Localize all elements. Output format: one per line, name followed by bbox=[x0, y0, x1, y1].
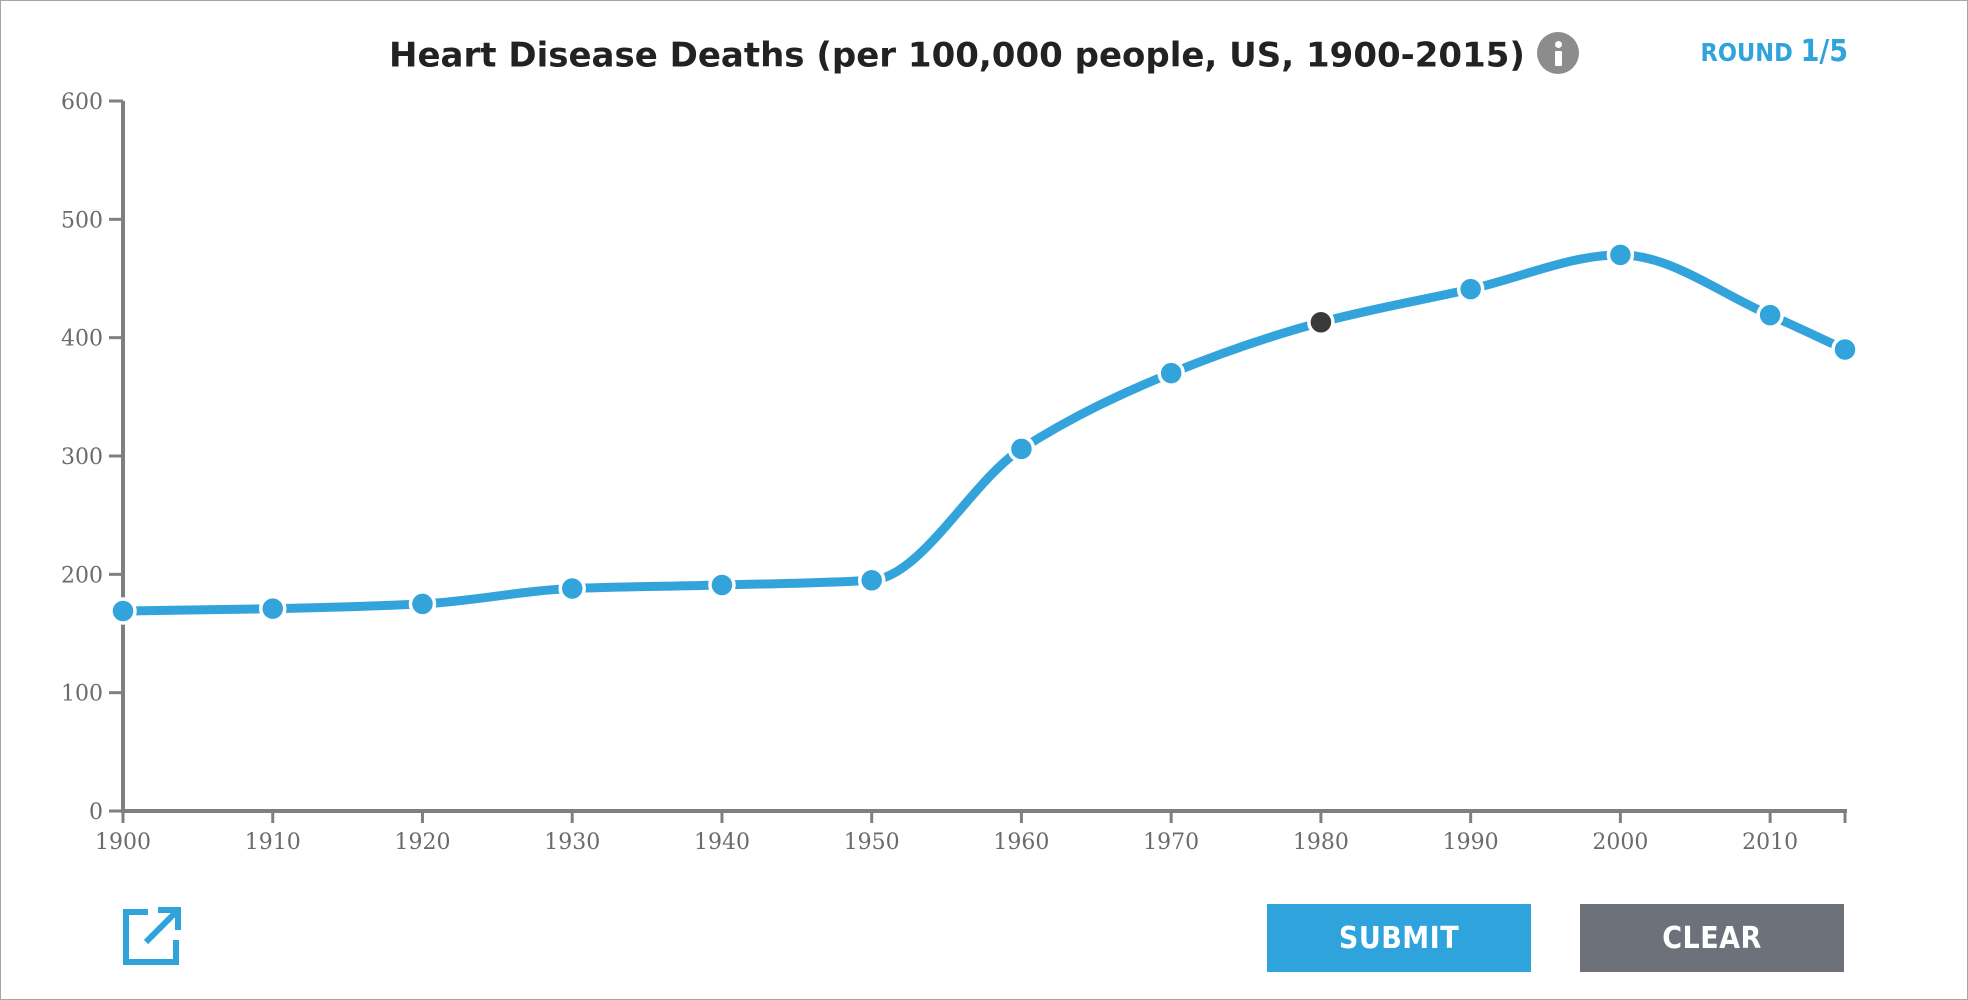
info-icon-dot bbox=[1554, 40, 1562, 48]
round-value: 1/5 bbox=[1800, 34, 1848, 69]
data-point[interactable] bbox=[1456, 275, 1485, 303]
data-point[interactable] bbox=[558, 574, 586, 603]
x-tick-label: 1930 bbox=[544, 830, 600, 855]
y-tick-label: 0 bbox=[89, 800, 103, 825]
x-tick-label: 1940 bbox=[694, 830, 750, 855]
data-point[interactable] bbox=[1756, 301, 1784, 329]
info-icon[interactable] bbox=[1536, 31, 1579, 74]
data-point[interactable] bbox=[857, 566, 886, 594]
data-point[interactable] bbox=[1007, 435, 1036, 463]
clear-button[interactable]: CLEAR bbox=[1580, 904, 1844, 972]
line-chart[interactable]: 0 100 200 300 400 500 600 1900 1910 1920 1930 1940… bbox=[0, 0, 1968, 880]
data-point-selected[interactable] bbox=[1307, 308, 1335, 337]
data-point[interactable] bbox=[1606, 241, 1635, 269]
y-tick-label: 400 bbox=[61, 327, 103, 352]
data-point[interactable] bbox=[408, 590, 437, 618]
x-tick-label: 1990 bbox=[1443, 830, 1499, 855]
x-tick-label: 2000 bbox=[1592, 830, 1648, 855]
data-point[interactable] bbox=[258, 594, 287, 623]
x-tick-label: 1980 bbox=[1293, 830, 1349, 855]
data-point[interactable] bbox=[1831, 335, 1859, 364]
y-tick-label: 500 bbox=[61, 208, 103, 233]
y-tick-label: 300 bbox=[61, 445, 103, 470]
x-tick-label: 1960 bbox=[993, 830, 1049, 855]
data-point[interactable] bbox=[1157, 359, 1185, 387]
y-tick-label: 200 bbox=[61, 563, 103, 588]
submit-button[interactable]: SUBMIT bbox=[1267, 904, 1531, 972]
data-points[interactable] bbox=[109, 241, 1859, 625]
data-point[interactable] bbox=[109, 597, 137, 625]
data-point[interactable] bbox=[708, 571, 736, 599]
chart-title-text: Heart Disease Deaths (per 100,000 people… bbox=[389, 35, 1525, 76]
x-tick-label: 1900 bbox=[95, 830, 151, 855]
external-link-icon-graphic bbox=[123, 907, 181, 965]
y-tick-label: 600 bbox=[61, 90, 103, 115]
y-tick-label: 100 bbox=[61, 682, 103, 707]
chart-title: Heart Disease Deaths (per 100,000 people… bbox=[0, 31, 1968, 77]
x-tick-label: 2010 bbox=[1742, 830, 1798, 855]
round-indicator: ROUND 1/5 bbox=[1701, 34, 1848, 69]
x-axis-ticks: 1900 1910 1920 1930 1940 1950 1960 1970 1980 1990… bbox=[95, 811, 1847, 855]
x-tick-label: 1970 bbox=[1143, 830, 1199, 855]
y-axis-ticks: 0 100 200 300 400 500 600 bbox=[61, 90, 123, 825]
x-tick-label: 1910 bbox=[245, 830, 301, 855]
x-tick-label: 1920 bbox=[394, 830, 450, 855]
external-link-icon[interactable] bbox=[120, 906, 182, 968]
round-label: ROUND bbox=[1700, 38, 1801, 67]
x-tick-label: 1950 bbox=[844, 830, 900, 855]
info-icon-bar bbox=[1554, 50, 1562, 66]
series-line bbox=[118, 250, 1850, 616]
